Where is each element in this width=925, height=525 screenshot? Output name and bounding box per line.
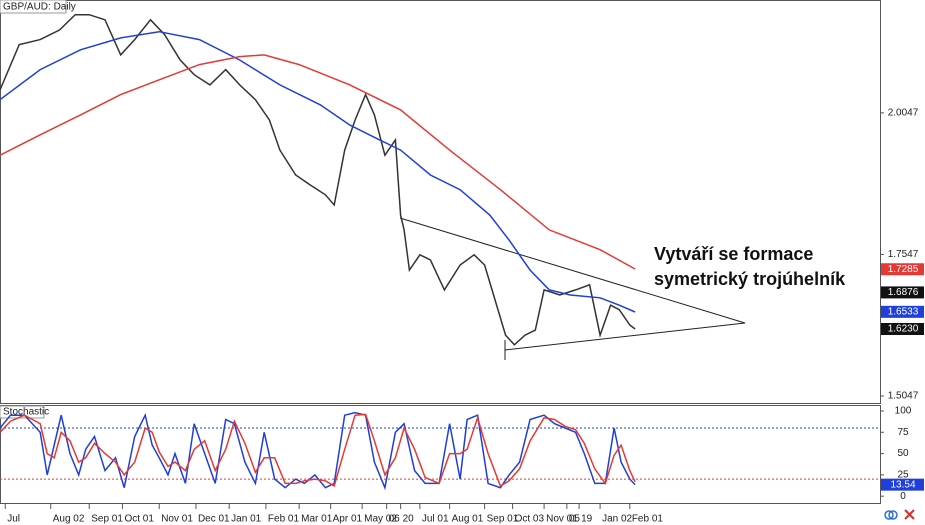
x-tick-label: 19 — [581, 514, 593, 525]
series-line — [0, 411, 636, 491]
x-tick-label: Sep 01 — [91, 514, 123, 525]
price-tag-label: 1.6533 — [888, 306, 919, 317]
y-tick-label: 25 — [897, 470, 909, 481]
price-tag — [881, 478, 924, 491]
y-tick-label: 75 — [897, 427, 909, 438]
y-tick-label: 0 — [900, 491, 906, 502]
series-line — [0, 413, 636, 488]
price-tag-label: 13.54 — [890, 479, 915, 490]
x-tick-label: Aug 02 — [53, 514, 85, 525]
x-tick-label: 05 — [569, 514, 581, 525]
symbol-label: GBP/AUD: Daily — [3, 2, 76, 13]
main-panel-frame — [0, 0, 881, 404]
x-tick-label: Mar 01 — [301, 514, 333, 525]
price-tag — [881, 286, 924, 299]
x-tick-label: 06 — [389, 514, 401, 525]
x-tick-label: 20 — [403, 514, 415, 525]
x-tick-label: Oct 01 — [124, 514, 154, 525]
x-tick-label: Dec 01 — [198, 514, 230, 525]
x-tick-label: Apr 01 — [333, 514, 363, 525]
price-tag — [881, 305, 924, 318]
y-tick-label: 1.5047 — [888, 391, 919, 402]
symbol-box — [0, 0, 67, 14]
y-tick-label: 50 — [897, 448, 909, 459]
x-tick-label: Nov 01 — [546, 514, 578, 525]
stochastic-panel-frame — [0, 405, 881, 504]
y-tick-label: 2.0047 — [888, 107, 919, 118]
sync-icon-2 — [888, 510, 898, 520]
price-tag-label: 1.7285 — [888, 264, 919, 275]
indicator-label: Stochastic — [3, 407, 49, 418]
x-tick-label: Sep 01 — [487, 514, 519, 525]
x-tick-label: May 02 — [364, 514, 397, 525]
x-tick-label: Feb 01 — [632, 514, 664, 525]
x-tick-label: Jan 02 — [602, 514, 632, 525]
annotation-line: symetrický trojúhelník — [654, 269, 846, 289]
x-tick-label: Jul 01 — [422, 514, 449, 525]
triangle-upper-line — [399, 217, 746, 324]
series-line — [0, 13, 636, 346]
price-tag — [881, 263, 924, 276]
x-tick-label: Oct 03 — [515, 514, 545, 525]
close-icon[interactable] — [904, 509, 915, 520]
price-tag-label: 1.6876 — [888, 287, 919, 298]
series-line — [0, 30, 636, 313]
price-tag — [881, 322, 924, 335]
toolbar-icons — [884, 509, 915, 520]
sync-icon[interactable] — [884, 510, 894, 520]
annotation-line: Vytváří se formace — [654, 244, 813, 264]
price-tag-label: 1.6230 — [888, 324, 919, 335]
x-tick-label: Jan 01 — [231, 514, 261, 525]
triangle-lower-line — [504, 322, 746, 351]
y-tick-label: 100 — [895, 406, 912, 417]
x-tick-label: Feb 01 — [268, 514, 300, 525]
series-line — [0, 54, 636, 270]
y-tick-label: 1.7547 — [888, 249, 919, 260]
x-tick-label: Nov 01 — [161, 514, 193, 525]
x-tick-label: Aug 01 — [452, 514, 484, 525]
x-tick-label: Jul — [7, 514, 20, 525]
